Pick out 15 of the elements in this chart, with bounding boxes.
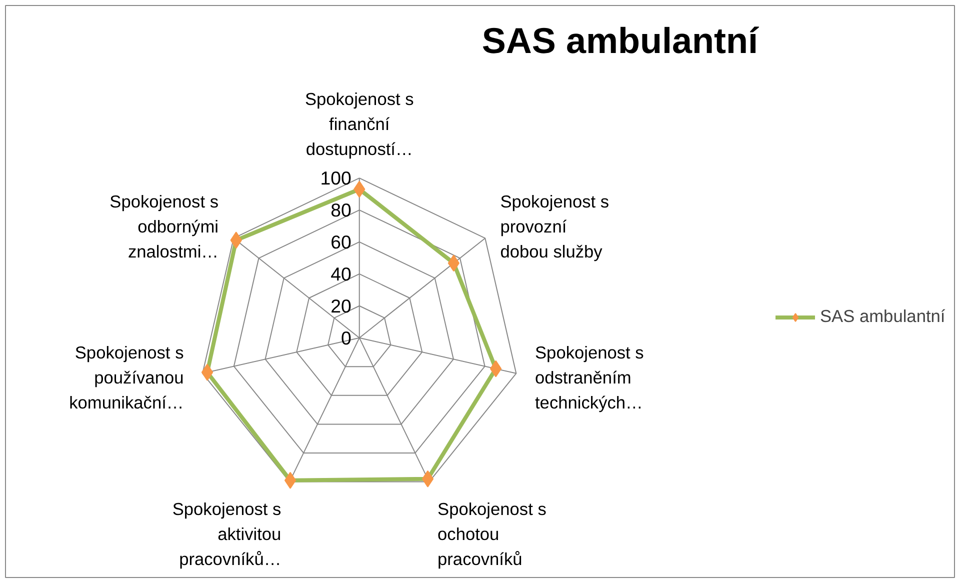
spoke-label: Spokojenost s finanční dostupností… <box>304 88 414 159</box>
spoke-label: Spokojenost s používanou komunikační… <box>69 342 184 413</box>
y-tick-label: 80 <box>330 200 352 221</box>
y-tick-label: 100 <box>320 168 352 189</box>
spoke-label: Spokojenost s odbornými znalostmi… <box>110 191 219 262</box>
spoke-label: Spokojenost s ochotou pracovníků <box>438 499 547 570</box>
y-tick-label: 60 <box>330 231 352 252</box>
spoke-label: Spokojenost s provozní dobou služby <box>500 191 610 262</box>
chart-title: SAS ambulantní <box>482 20 759 62</box>
legend-label: SAS ambulantní <box>820 306 946 327</box>
y-tick-label: 0 <box>340 327 352 348</box>
y-tick-label: 40 <box>330 263 352 284</box>
spoke-label: Spokojenost s aktivitou pracovníků… <box>172 499 282 570</box>
y-tick-label: 20 <box>330 295 352 316</box>
spoke-label: Spokojenost s odstraněním technických… <box>534 342 644 413</box>
